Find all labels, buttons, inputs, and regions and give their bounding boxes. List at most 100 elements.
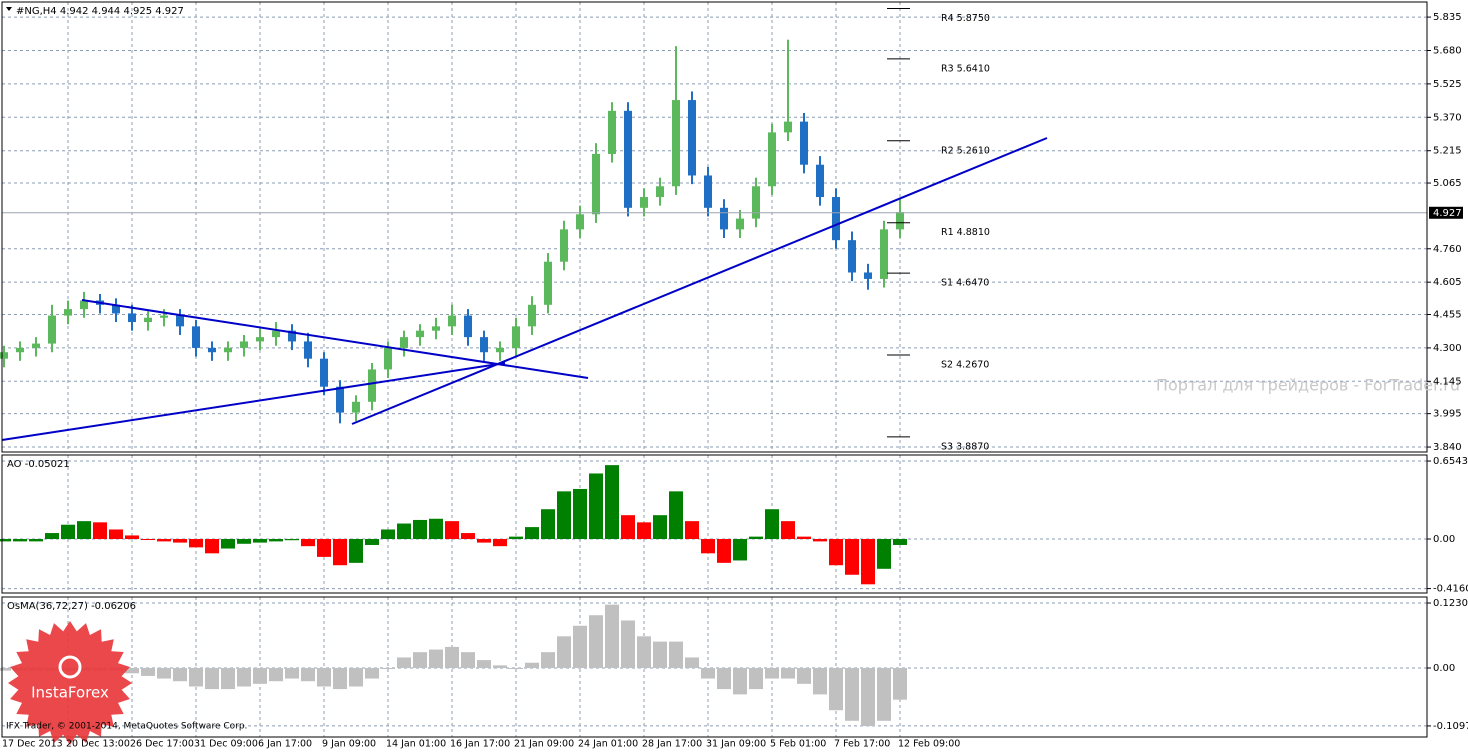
histogram-bar [861,539,875,585]
y-tick-label: 5.525 [1433,79,1462,90]
x-tick-label: 14 Jan 01:00 [386,739,446,750]
histogram-bar [525,527,539,540]
histogram-bar [237,539,251,544]
histogram-bar [61,524,75,540]
histogram-bar [157,539,171,542]
histogram-bar [445,521,459,540]
histogram-bar [221,668,235,690]
candle-body [48,315,56,344]
histogram-bar [749,536,763,540]
histogram-bar [381,529,395,540]
histogram-bar [845,668,859,721]
y-tick-label: 5.370 [1433,112,1462,123]
grid-layer [2,2,1427,737]
candle-body [496,347,504,353]
x-tick-label: 31 Dec 09:00 [194,739,258,750]
histogram-bar [605,604,619,669]
candle-body [288,330,296,342]
candle-body [144,317,152,323]
candle-body [464,315,472,338]
x-tick-label: 31 Jan 09:00 [706,739,766,750]
menu-arrow[interactable] [6,7,12,11]
histogram-bar [557,636,571,669]
pivot-label: S2 4.2670 [941,360,989,371]
histogram-bar [605,465,619,540]
watermark: Портал для трейдеров - ForTrader.ru [1156,376,1460,395]
candle-body [640,197,648,208]
histogram-bar [413,652,427,669]
candle-body [416,330,424,338]
histogram-bar [333,539,347,566]
histogram-bar [733,668,747,695]
candle-body [128,313,136,323]
histogram-bar [717,539,731,563]
candle-body [528,304,536,327]
y-tick-label: 5.835 [1433,12,1462,23]
histogram-bar [813,539,827,542]
histogram-bar [157,668,171,679]
histogram-bar [813,668,827,695]
x-tick-label: 20 Dec 13:00 [66,739,130,750]
candle-body [160,315,168,318]
histogram-bar [525,662,539,669]
histogram-bar [141,539,155,541]
candle-body [800,121,808,165]
x-tick-label: 17 Dec 2013 [2,739,63,750]
histogram-bar [893,539,907,545]
histogram-bar [509,536,523,540]
panel-title: #NG,H4 4.942 4.944 4.925 4.927 [16,6,184,17]
candle-body [352,401,360,413]
candle-body [880,229,888,279]
x-tick-label: 26 Dec 17:00 [130,739,194,750]
candle-body [64,309,72,316]
candle-body [832,197,840,241]
histogram-bar [653,641,667,669]
histogram-bar [125,535,139,540]
main-panel-border [1,1,1428,453]
candle-body [576,214,584,230]
histogram-bar [637,522,651,540]
y-tick-label: 0.12308 [1433,598,1468,609]
x-tick-label: 12 Feb 09:00 [898,739,960,750]
logo: InstaForex [8,621,132,745]
histogram-bar [189,668,203,687]
candle-body [400,337,408,348]
histogram-bar [557,491,571,540]
histogram-bar [205,539,219,554]
histogram-bar [125,668,139,674]
histogram-bar [253,668,267,684]
histogram-bar [701,668,715,679]
candle-body [16,347,24,353]
logo-badge [8,621,132,745]
x-tick-label: 16 Jan 17:00 [450,739,510,750]
histogram-bar [669,641,683,669]
pivot-label: R1 4.8810 [941,227,990,238]
histogram-bar [845,539,859,575]
histogram-bar [333,668,347,690]
histogram-bar [701,539,715,554]
y-tick-label: 4.145 [1433,376,1462,387]
histogram-bar [429,649,443,669]
candle-body [672,100,680,187]
candle-body [32,343,40,348]
candle-body [176,315,184,327]
last-price-box [1429,206,1463,219]
candle-body [512,326,520,348]
histogram-bar [45,533,59,540]
histogram-bar [493,665,507,669]
histogram-bar [589,473,603,540]
candle-body [368,369,376,402]
pivot-label: S3 3.8870 [941,441,989,452]
y-tick-label: 3.840 [1433,442,1462,453]
candle-body [816,164,824,198]
histogram-bar [413,519,427,540]
x-tick-label: 6 Jan 17:00 [258,739,312,750]
histogram-bar [653,515,667,540]
trend-lines [1,137,1048,441]
osma-panel-border [1,596,1428,738]
histogram-bar [573,488,587,540]
y-tick-label: 4.455 [1433,310,1462,321]
x-tick-label: 28 Jan 17:00 [642,739,702,750]
y-tick-label: 4.760 [1433,244,1462,255]
